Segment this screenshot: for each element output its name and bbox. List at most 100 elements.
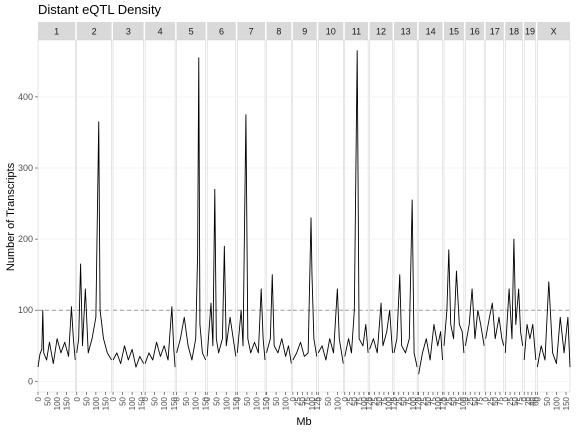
x-tick-label: 125 — [439, 396, 448, 410]
x-tick-label: 150 — [232, 396, 241, 410]
strip-label: 4 — [158, 27, 163, 37]
series-line — [464, 288, 485, 346]
x-tick-label: 75 — [516, 396, 525, 405]
panel-bg — [112, 39, 144, 393]
series-line — [369, 302, 393, 354]
x-tick-label: 100 — [360, 396, 369, 410]
x-tick-label: 50 — [491, 396, 500, 405]
x-tick-label: 100 — [128, 396, 137, 410]
x-tick-label: 40 — [528, 396, 537, 405]
x-tick-label: 75 — [303, 396, 312, 405]
x-tick-label: 0 — [233, 396, 242, 401]
x-tick-label: 100 — [252, 396, 261, 410]
x-tick-label: 75 — [496, 396, 505, 405]
strip-label: 19 — [525, 27, 535, 37]
x-tick-label: 0 — [482, 396, 491, 401]
x-tick-label: 50 — [511, 396, 520, 405]
strip-bg — [485, 22, 504, 40]
strip-bg — [537, 22, 570, 40]
x-tick-label: 0 — [109, 396, 118, 401]
panel-bg — [37, 39, 76, 393]
series-line — [504, 238, 524, 353]
x-tick-label: 25 — [294, 396, 303, 405]
x-tick-label: 0 — [263, 396, 272, 401]
series-line — [523, 323, 537, 361]
strip-label: X — [551, 27, 557, 37]
x-tick-label: 0 — [34, 396, 43, 401]
chart-title: Distant eQTL Density — [38, 2, 162, 17]
panel-chr-X: X 0 50 100 150 — [533, 22, 571, 410]
strip-label: 9 — [302, 27, 307, 37]
x-tick-label: 150 — [562, 396, 571, 410]
panel-chr-2: 2 0 50 100 150 — [73, 22, 112, 410]
panel-bg — [393, 39, 418, 393]
x-tick-label: 150 — [262, 396, 271, 410]
x-tick-label: 50 — [298, 396, 307, 405]
y-tick-label: 0 — [28, 376, 33, 386]
series-line — [266, 274, 292, 364]
x-tick-label: 100 — [92, 396, 101, 410]
series-line — [485, 302, 505, 346]
x-tick-label: 100 — [459, 396, 468, 410]
strip-label: 18 — [509, 27, 519, 37]
series-line — [176, 57, 207, 361]
panel-bg — [465, 39, 485, 393]
panel-bg — [523, 39, 537, 393]
x-tick-label: 0 — [533, 396, 542, 401]
x-tick-label: 125 — [365, 396, 374, 410]
x-tick-label: 0 — [501, 396, 510, 401]
x-tick-label: 50 — [44, 396, 53, 405]
x-tick-label: 75 — [355, 396, 364, 405]
y-tick-label: 100 — [18, 305, 33, 315]
x-tick-label: 0 — [390, 396, 399, 401]
strip-bg — [444, 22, 464, 40]
y-axis: 0 100 200 300 400 — [18, 92, 38, 386]
panel-bg — [292, 39, 317, 393]
y-tick-label: 400 — [18, 92, 33, 102]
x-tick-label: 50 — [450, 396, 459, 405]
strip-bg — [505, 22, 523, 40]
series-line — [236, 114, 266, 361]
strip-bg — [38, 22, 76, 40]
series-line — [443, 249, 465, 353]
strip-bg — [145, 22, 176, 40]
strip-label: 2 — [92, 27, 97, 37]
x-tick-label: 0 — [415, 396, 424, 401]
strip-bg — [113, 22, 144, 40]
strip-bg — [369, 22, 393, 40]
x-tick-label: 25 — [419, 396, 428, 405]
y-tick-label: 300 — [18, 163, 33, 173]
x-tick-label: 0 — [289, 396, 298, 401]
x-tick-label: 25 — [370, 396, 379, 405]
x-tick-label: 0 — [440, 396, 449, 401]
x-tick-label: 150 — [138, 396, 147, 410]
x-tick-label: 75 — [380, 396, 389, 405]
x-tick-label: 125 — [414, 396, 423, 410]
series-line — [393, 199, 418, 368]
strip-label: 8 — [276, 27, 281, 37]
x-tick-label: 100 — [385, 396, 394, 410]
x-tick-label: 50 — [543, 396, 552, 405]
x-tick-label: 100 — [160, 396, 169, 410]
series-line — [112, 345, 145, 368]
x-tick-label: 0 — [461, 396, 470, 401]
x-tick-label: 50 — [324, 396, 333, 405]
x-tick-label: 75 — [429, 396, 438, 405]
panel-bg — [237, 39, 266, 393]
strip-bg — [394, 22, 418, 40]
strip-bg — [524, 22, 536, 40]
strip-bg — [266, 22, 292, 40]
x-tick-label: 50 — [471, 396, 480, 405]
panel-chr-1: 1 0 50 100 150 — [34, 22, 76, 410]
strip-bg — [237, 22, 266, 40]
strip-label: 11 — [352, 27, 361, 37]
strip-label: 16 — [470, 27, 480, 37]
x-tick-label: 0 — [520, 396, 529, 401]
strip-label: 1 — [54, 27, 59, 37]
x-tick-label: 100 — [409, 396, 418, 410]
panel-bg — [505, 39, 523, 393]
